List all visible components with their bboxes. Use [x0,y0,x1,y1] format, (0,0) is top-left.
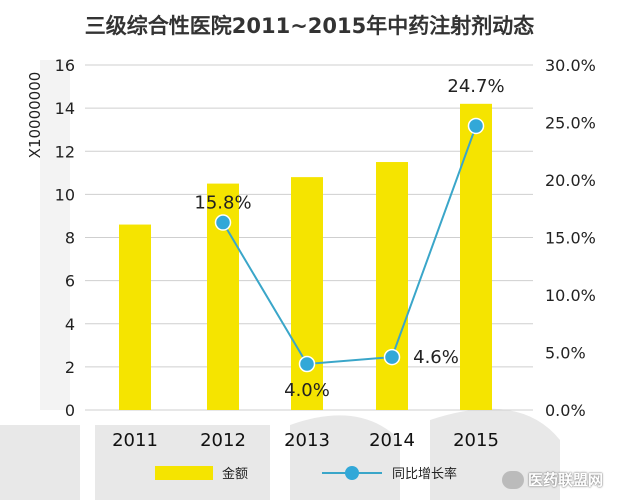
right-axis-tick: 20.0% [545,171,596,190]
x-axis-tick: 2014 [369,430,415,451]
x-axis-tick: 2013 [284,430,330,451]
background-shape [40,60,70,410]
left-axis-tick: 8 [65,229,75,248]
left-axis-tick: 14 [55,99,75,118]
right-axis-tick: 30.0% [545,56,596,75]
left-axis-tick: 12 [55,142,75,161]
bar-2015 [460,103,492,410]
legend-line-label: 同比增长率 [392,466,457,482]
bar-2014 [376,162,408,410]
right-axis-tick: 25.0% [545,114,596,133]
left-axis-tick: 6 [65,272,75,291]
right-axis-tick: 0.0% [545,401,586,420]
background-shape [430,408,560,500]
left-axis-tick: 4 [65,315,75,334]
chart-title: 三级综合性医院2011~2015年中药注射剂动态 [84,14,535,38]
bar-2011 [119,224,151,410]
x-axis-tick: 2012 [200,430,246,451]
marker-2013 [298,355,316,373]
background-shape [0,425,80,500]
bar-2013 [291,177,323,410]
left-axis-tick: 10 [55,185,75,204]
data-label-2012: 15.8% [194,193,251,214]
growth-rate-line [222,125,477,366]
right-axis-tick: 15.0% [545,229,596,248]
left-axis-tick: 2 [65,358,75,377]
left-axis-title: X10000000 [26,72,44,159]
wechat-icon [501,470,524,489]
legend-bar-swatch [155,466,213,480]
data-label-2013: 4.0% [284,380,330,401]
watermark: 医药联盟网 [501,469,603,490]
right-axis-tick: 10.0% [545,286,596,305]
left-axis-tick: 16 [55,56,75,75]
right-axis-tick: 5.0% [545,344,586,363]
marker-2012 [214,214,232,231]
x-axis-tick: 2015 [453,430,499,451]
marker-2015 [467,117,485,135]
data-label-2015: 24.7% [447,76,504,97]
marker-2014 [383,348,401,366]
left-axis-tick: 0 [65,401,75,420]
legend-line-marker [345,466,359,480]
x-axis-tick: 2011 [112,430,158,451]
legend-bar-label: 金额 [222,466,248,482]
watermark-text: 医药联盟网 [527,471,603,489]
background-shape [290,415,400,500]
background-shape [95,425,270,500]
data-label-2014: 4.6% [413,347,459,368]
